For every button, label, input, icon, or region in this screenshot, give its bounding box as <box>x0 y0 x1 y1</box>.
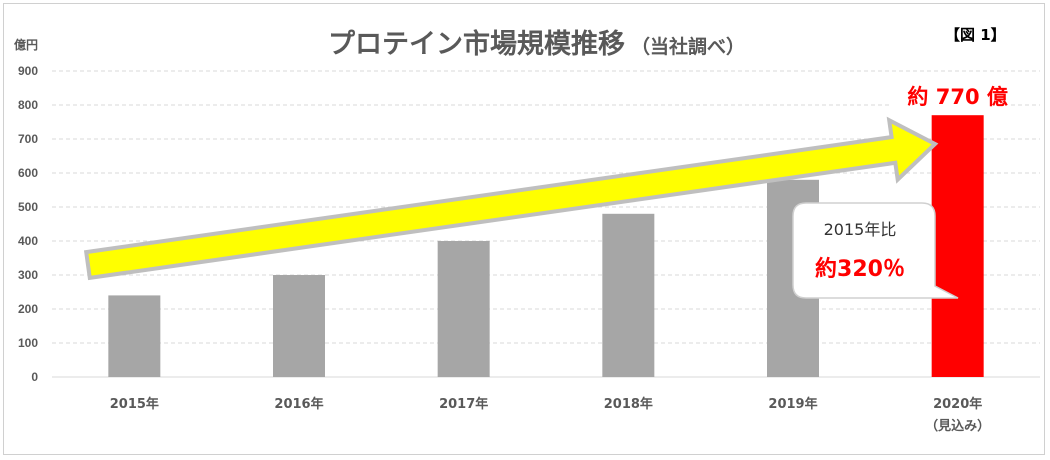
highlight-value-label: 約 770 億 <box>907 85 1007 109</box>
figure-label: 【図 1】 <box>945 26 1006 44</box>
x-tick-label: 2019年 <box>768 396 817 412</box>
highlight-label-bg <box>892 78 1010 112</box>
y-tick-label: 500 <box>18 200 38 214</box>
y-axis-ticks: 0 100 200 300 400 500 600 700 800 900 <box>18 64 38 384</box>
trend-arrow <box>83 116 939 281</box>
callout-line1: 2015年比 <box>824 220 897 239</box>
bar <box>273 275 325 377</box>
chart-title: プロテイン市場規模推移 （当社調べ） <box>328 22 745 61</box>
y-tick-label: 800 <box>18 98 38 112</box>
callout-line2: 約320％ <box>815 256 905 282</box>
y-tick-label: 100 <box>18 336 38 350</box>
bar <box>437 241 490 377</box>
x-tick-label: 2017年 <box>439 396 488 412</box>
y-tick-label: 200 <box>18 302 38 316</box>
gridlines <box>52 70 1040 378</box>
y-tick-label: 300 <box>18 268 38 282</box>
y-tick-label: 700 <box>18 132 38 146</box>
bar <box>931 115 984 377</box>
y-tick-label: 400 <box>18 234 38 248</box>
y-tick-label: 600 <box>18 166 38 180</box>
x-tick-label: 2015年 <box>110 396 159 412</box>
bar <box>602 213 655 377</box>
y-tick-label: 900 <box>18 64 38 78</box>
bar <box>108 295 161 377</box>
title-text: プロテイン市場規模推移 <box>328 29 625 60</box>
x-tick-sublabel: （見込み） <box>925 418 990 434</box>
callout-bubble <box>792 202 959 299</box>
x-axis-categories: 2015年 2016年 2017年 2018年 2019年 2020年 （見込み） <box>110 396 990 434</box>
y-tick-label: 0 <box>31 370 38 384</box>
x-tick-label: 2018年 <box>604 396 653 412</box>
trend-arrow-layer <box>83 116 939 281</box>
y-axis-unit-label: 億円 <box>14 38 39 52</box>
chart-subtitle: （当社調べ） <box>631 36 746 58</box>
x-tick-label: 2016年 <box>274 396 323 412</box>
x-tick-label: 2020年 <box>933 396 982 412</box>
highlight-layer: 約 770 億 <box>892 78 1010 112</box>
